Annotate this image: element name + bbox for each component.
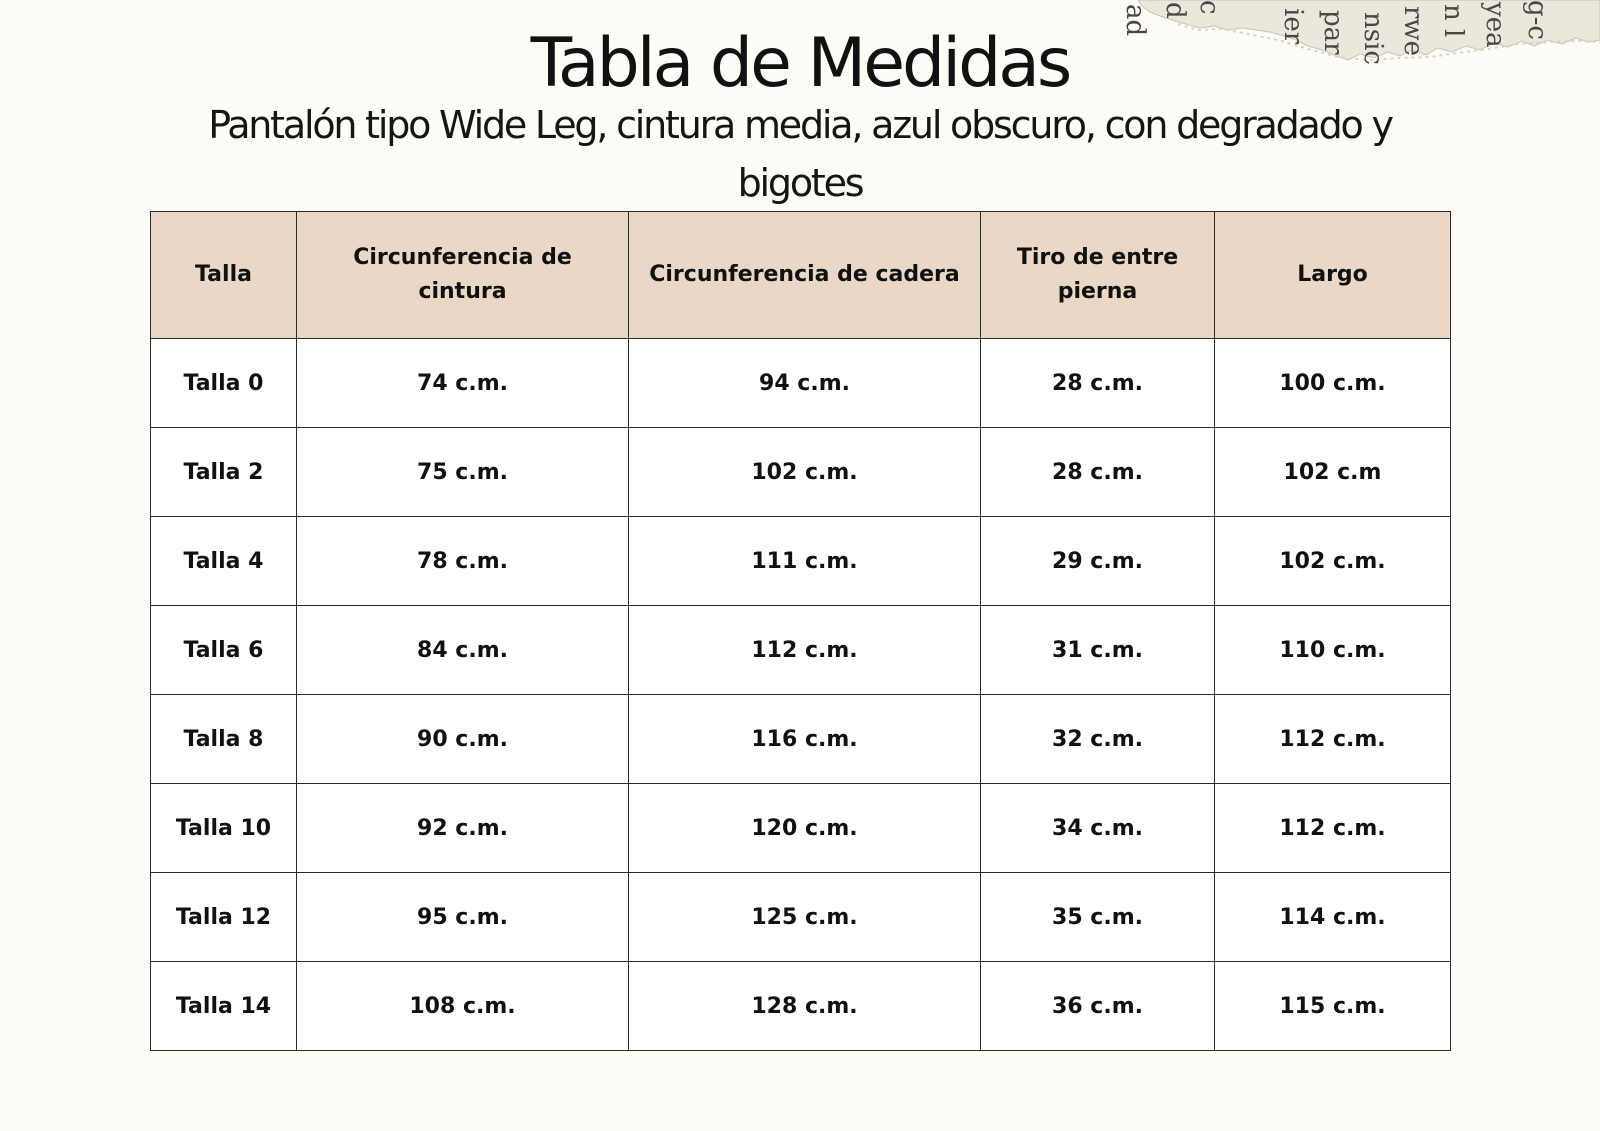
cell-cintura: 74 c.m. (296, 338, 629, 428)
header-row: Talla Circunferencia de cintura Circunfe… (150, 211, 1451, 339)
cell-talla: Talla 10 (150, 783, 297, 873)
cell-cadera: 120 c.m. (628, 783, 981, 873)
cell-talla: Talla 2 (150, 427, 297, 517)
cell-cadera: 125 c.m. (628, 872, 981, 962)
table-row: Talla 0 74 c.m. 94 c.m. 28 c.m. 100 c.m. (150, 338, 1451, 428)
cell-tiro: 29 c.m. (980, 516, 1215, 606)
header-tiro: Tiro de entre pierna (980, 211, 1215, 339)
cell-largo: 102 c.m (1214, 427, 1451, 517)
cell-largo: 114 c.m. (1214, 872, 1451, 962)
cell-cadera: 94 c.m. (628, 338, 981, 428)
header-cadera: Circunferencia de cadera (628, 211, 981, 339)
cell-cadera: 102 c.m. (628, 427, 981, 517)
table-row: Talla 8 90 c.m. 116 c.m. 32 c.m. 112 c.m. (150, 694, 1451, 784)
cell-cintura: 90 c.m. (296, 694, 629, 784)
cell-cintura: 92 c.m. (296, 783, 629, 873)
table-row: Talla 2 75 c.m. 102 c.m. 28 c.m. 102 c.m (150, 427, 1451, 517)
size-table: Talla Circunferencia de cintura Circunfe… (150, 211, 1451, 1051)
cell-cintura: 95 c.m. (296, 872, 629, 962)
table-row: Talla 4 78 c.m. 111 c.m. 29 c.m. 102 c.m. (150, 516, 1451, 606)
cell-cadera: 116 c.m. (628, 694, 981, 784)
size-table-body: Talla 0 74 c.m. 94 c.m. 28 c.m. 100 c.m. Tall… (150, 338, 1451, 1051)
header-talla: Talla (150, 211, 297, 339)
cell-largo: 110 c.m. (1214, 605, 1451, 695)
cell-cintura: 75 c.m. (296, 427, 629, 517)
cell-cintura: 108 c.m. (296, 961, 629, 1051)
cell-talla: Talla 6 (150, 605, 297, 695)
cell-tiro: 28 c.m. (980, 427, 1215, 517)
table-row: Talla 10 92 c.m. 120 c.m. 34 c.m. 112 c.m. (150, 783, 1451, 873)
cell-tiro: 28 c.m. (980, 338, 1215, 428)
cell-tiro: 35 c.m. (980, 872, 1215, 962)
page-title: Tabla de Medidas (530, 24, 1073, 103)
cell-talla: Talla 0 (150, 338, 297, 428)
cell-cadera: 111 c.m. (628, 516, 981, 606)
cell-cadera: 128 c.m. (628, 961, 981, 1051)
header-cintura: Circunferencia de cintura (296, 211, 629, 339)
cell-largo: 112 c.m. (1214, 783, 1451, 873)
cell-tiro: 31 c.m. (980, 605, 1215, 695)
table-row: Talla 12 95 c.m. 125 c.m. 35 c.m. 114 c.m. (150, 872, 1451, 962)
table-row: Talla 14 108 c.m. 128 c.m. 36 c.m. 115 c.m. (150, 961, 1451, 1051)
page-subtitle: Pantalón tipo Wide Leg, cintura media, a… (208, 103, 1394, 205)
cell-talla: Talla 8 (150, 694, 297, 784)
cell-largo: 102 c.m. (1214, 516, 1451, 606)
size-table-header: Talla Circunferencia de cintura Circunfe… (150, 211, 1451, 339)
scrap-word: c (1194, 0, 1224, 15)
cell-talla: Talla 14 (150, 961, 297, 1051)
cell-largo: 112 c.m. (1214, 694, 1451, 784)
header-largo: Largo (1214, 211, 1451, 339)
scrap-word: d (1160, 2, 1190, 19)
cell-talla: Talla 12 (150, 872, 297, 962)
cell-tiro: 36 c.m. (980, 961, 1215, 1051)
cell-largo: 115 c.m. (1214, 961, 1451, 1051)
table-row: Talla 6 84 c.m. 112 c.m. 31 c.m. 110 c.m. (150, 605, 1451, 695)
cell-talla: Talla 4 (150, 516, 297, 606)
cell-cadera: 112 c.m. (628, 605, 981, 695)
cell-tiro: 32 c.m. (980, 694, 1215, 784)
cell-tiro: 34 c.m. (980, 783, 1215, 873)
cell-cintura: 78 c.m. (296, 516, 629, 606)
cell-largo: 100 c.m. (1214, 338, 1451, 428)
cell-cintura: 84 c.m. (296, 605, 629, 695)
newspaper-scrap-decoration: ad d c ier par nsic rwe n l yea g-c (1120, 0, 1600, 70)
